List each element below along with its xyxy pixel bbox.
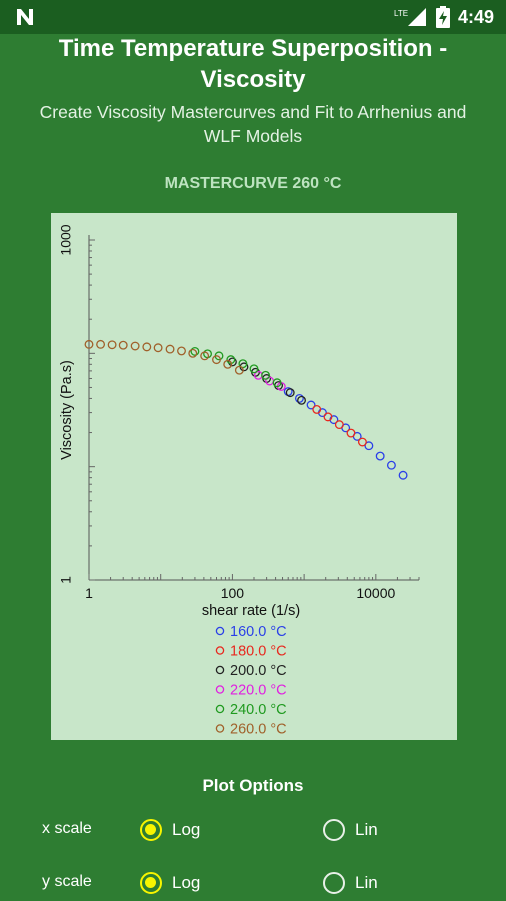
legend-marker: [215, 646, 225, 655]
legend-entry: 240.0 °C: [230, 702, 287, 718]
data-point: [249, 364, 259, 374]
section-title: MASTERCURVE 260 °C: [164, 175, 342, 192]
legend-marker: [215, 724, 225, 733]
data-point: [323, 412, 333, 422]
data-point: [223, 359, 233, 369]
y-tick-label: 1000: [58, 224, 74, 255]
legend-entry: 260.0 °C: [230, 722, 287, 738]
data-point: [312, 404, 322, 414]
n-icon: [17, 9, 33, 25]
data-point: [297, 395, 306, 405]
x-scale-lin-radio[interactable]: Lin: [323, 812, 473, 848]
data-point: [153, 343, 163, 353]
data-point: [398, 470, 408, 480]
battery-charging-icon: [435, 6, 450, 28]
y-axis-label: Viscosity (Pa.s): [59, 360, 75, 460]
mastercurve-plot: 1 100 10000 1 1000 shear rate (1/s) Viscosity …: [51, 213, 457, 740]
data-point: [227, 357, 237, 367]
data-point: [346, 428, 356, 438]
status-bar: LTE 4:49: [0, 0, 506, 34]
data-point: [261, 370, 271, 380]
y-tick-label: 1: [58, 576, 74, 584]
x-scale-row: x scale Log Lin: [0, 812, 506, 848]
page-subtitle: Create Viscosity Mastercurves and Fit to…: [39, 102, 467, 146]
x-scale-label: x scale: [42, 820, 92, 837]
data-point: [306, 400, 316, 410]
data-point: [130, 341, 140, 351]
radio-unchecked-icon: [323, 872, 345, 894]
data-point: [165, 344, 175, 354]
data-point: [364, 441, 374, 451]
data-point: [107, 340, 117, 350]
legend-entry: 160.0 °C: [230, 624, 287, 640]
plot-options-title: Plot Options: [202, 776, 304, 795]
legend-marker: [215, 626, 225, 636]
legend-marker: [215, 665, 225, 675]
x-tick-label: 100: [221, 585, 245, 601]
y-scale-log-radio[interactable]: Log: [140, 865, 290, 901]
data-point: [188, 348, 198, 358]
data-point: [386, 460, 396, 470]
x-axis-label: shear rate (1/s): [202, 603, 300, 619]
data-point: [190, 346, 200, 356]
legend-marker: [215, 704, 225, 714]
data-point: [357, 437, 367, 447]
signal-icon: LTE: [394, 8, 426, 26]
x-tick-label: 10000: [356, 585, 395, 601]
data-point: [375, 451, 385, 461]
data-point: [118, 340, 128, 350]
y-scale-row: y scale Log Lin: [0, 865, 506, 901]
legend-entry: 200.0 °C: [230, 663, 287, 679]
y-scale-lin-radio[interactable]: Lin: [323, 865, 473, 901]
data-point: [200, 351, 210, 361]
svg-text:LTE: LTE: [394, 9, 408, 18]
radio-checked-icon: [140, 819, 162, 841]
data-point: [234, 365, 244, 375]
data-point: [96, 339, 106, 349]
y-scale-label: y scale: [42, 873, 92, 890]
data-point: [285, 388, 295, 398]
radio-checked-icon: [140, 872, 162, 894]
legend-entry: 220.0 °C: [230, 683, 287, 699]
data-point: [334, 420, 344, 430]
page-title: Time Temperature Superposition - Viscosi…: [58, 35, 448, 93]
chart-svg: 1 100 10000 1 1000 shear rate (1/s) Viscosity …: [58, 224, 420, 738]
radio-unchecked-icon: [323, 819, 345, 841]
legend-entry: 180.0 °C: [230, 644, 287, 660]
status-time: 4:49: [457, 6, 494, 27]
data-point: [294, 393, 304, 403]
data-point: [212, 355, 221, 365]
legend-marker: [215, 685, 225, 694]
data-point: [272, 378, 282, 388]
data-point: [84, 339, 94, 349]
data-point: [142, 342, 152, 352]
x-tick-label: 1: [85, 585, 93, 601]
data-point: [177, 346, 186, 356]
x-scale-log-radio[interactable]: Log: [140, 812, 290, 848]
